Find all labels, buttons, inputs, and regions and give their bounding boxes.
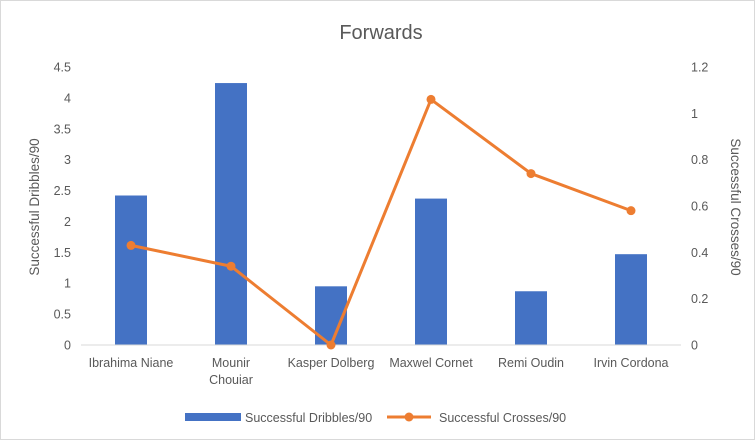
x-tick-label: Irvin Cordona [593,356,668,370]
y2-tick-label: 0.4 [691,246,708,260]
bar[interactable] [515,291,547,345]
line-point[interactable] [426,94,436,104]
x-tick-label: Mounir Chouiar [209,356,253,387]
bar[interactable] [215,83,247,345]
y-tick-label: 4.5 [54,61,71,75]
y-tick-label: 0 [64,339,71,353]
legend-label-crosses: Successful Crosses/90 [439,411,566,425]
x-tick-label: Maxwel Cornet [389,356,473,370]
y2-tick-label: 0 [691,339,698,353]
line-series [126,94,636,350]
left-axis-title: Successful Dribbles/90 [27,138,42,275]
y2-tick-label: 0.2 [691,292,708,306]
series-line [130,97,632,347]
legend-swatch-dribbles [185,413,241,421]
y-tick-label: 1.5 [54,246,71,260]
x-tick-label: Remi Oudin [498,356,564,370]
y-tick-label: 0.5 [54,308,71,322]
bar[interactable] [415,198,447,345]
line-point[interactable] [126,240,136,250]
legend-item-crosses[interactable]: Successful Crosses/90 [387,411,566,425]
line-point[interactable] [626,206,636,216]
legend-label-dribbles: Successful Dribbles/90 [245,411,372,425]
bar[interactable] [615,254,647,345]
bar-series [115,83,647,345]
y2-tick-label: 1 [691,107,698,121]
y-tick-label: 4 [64,91,71,105]
legend-marker-crosses [404,412,414,422]
category-labels: Ibrahima Niane Mounir Chouiar Kasper Dolber… [89,356,669,387]
y2-tick-label: 1.2 [691,61,708,75]
y2-tick-label: 0.8 [691,153,708,167]
legend: Successful Dribbles/90 Successful Crosse… [185,411,566,425]
left-axis-ticks: 0 0.5 1 1.5 2 2.5 3 3.5 4 4.5 [54,61,71,353]
line-point[interactable] [226,261,236,271]
y-tick-label: 3 [64,153,71,167]
chart-title: Forwards [339,22,422,44]
y-tick-label: 2 [64,215,71,229]
y2-tick-label: 0.6 [691,200,708,214]
y-tick-label: 1 [64,277,71,291]
x-tick-label: Kasper Dolberg [288,356,375,370]
y-tick-label: 3.5 [54,122,71,136]
line-point[interactable] [326,340,336,350]
right-axis-ticks: 0 0.2 0.4 0.6 0.8 1 1.2 [691,61,708,353]
y-tick-label: 2.5 [54,184,71,198]
bar[interactable] [115,195,147,345]
right-axis-title: Successful Crosses/90 [728,138,743,275]
legend-item-dribbles[interactable]: Successful Dribbles/90 [185,411,372,425]
x-tick-label: Ibrahima Niane [89,356,174,370]
line-point[interactable] [526,169,536,179]
